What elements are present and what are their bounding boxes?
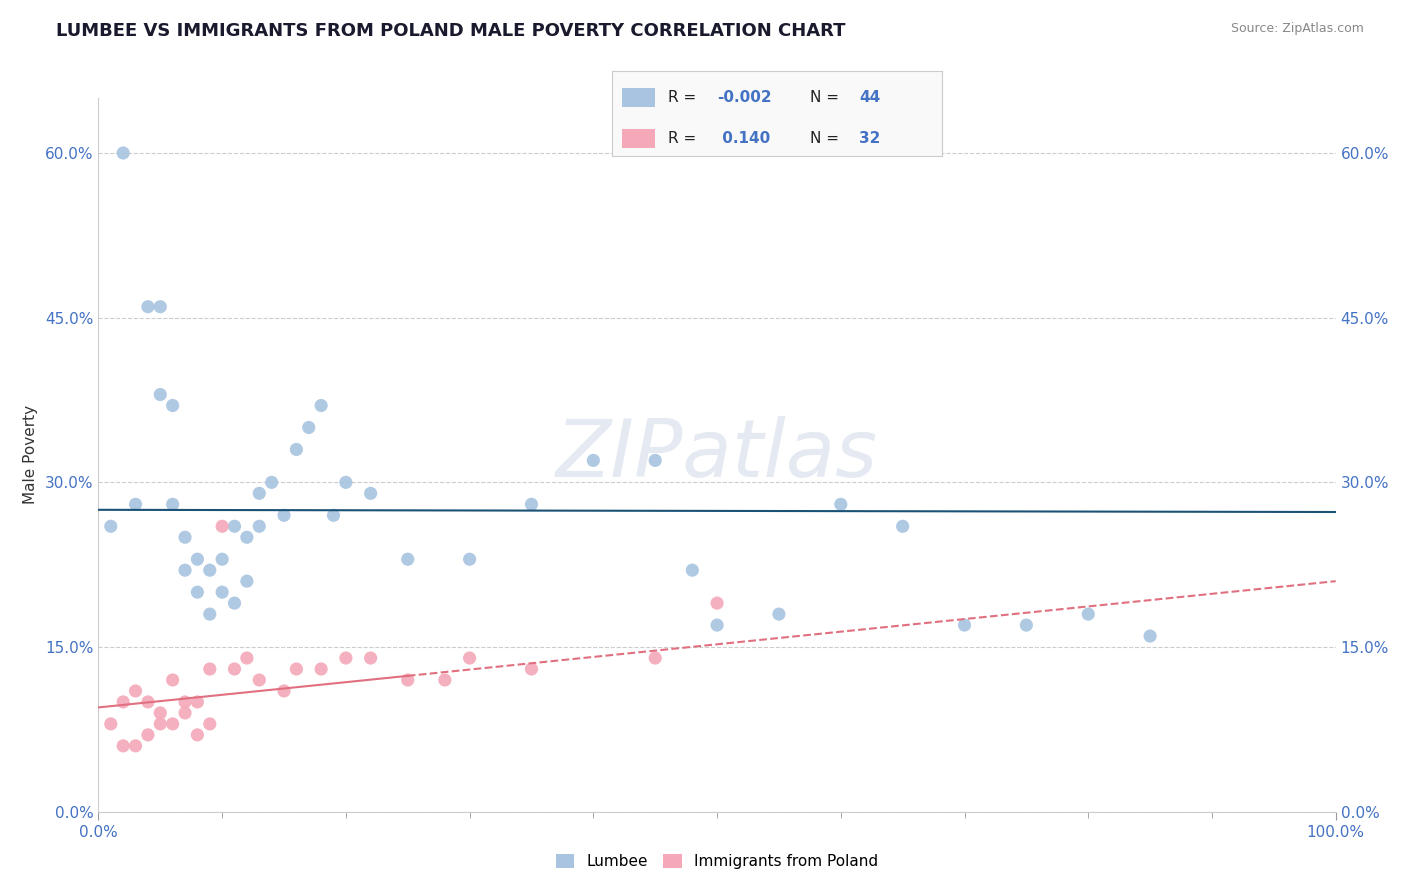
Point bbox=[112, 739, 135, 753]
Point bbox=[458, 651, 481, 665]
Point bbox=[1139, 629, 1161, 643]
Point bbox=[247, 486, 270, 500]
Point bbox=[360, 651, 382, 665]
Point bbox=[260, 475, 283, 490]
Point bbox=[335, 475, 357, 490]
Point bbox=[360, 486, 382, 500]
Point bbox=[285, 442, 308, 457]
Point bbox=[224, 662, 246, 676]
Text: -0.002: -0.002 bbox=[717, 90, 772, 105]
Point bbox=[298, 420, 321, 434]
Point bbox=[186, 728, 208, 742]
Point bbox=[198, 717, 221, 731]
Point bbox=[706, 618, 728, 632]
Point bbox=[174, 563, 197, 577]
Point bbox=[953, 618, 976, 632]
Point bbox=[309, 662, 332, 676]
Point bbox=[768, 607, 790, 621]
Point bbox=[124, 739, 146, 753]
Point bbox=[1077, 607, 1099, 621]
Point bbox=[520, 662, 543, 676]
Point bbox=[112, 146, 135, 161]
Point bbox=[149, 387, 172, 401]
Point bbox=[644, 651, 666, 665]
Point bbox=[335, 651, 357, 665]
Text: ZIPatlas: ZIPatlas bbox=[555, 416, 879, 494]
Point bbox=[273, 508, 295, 523]
Point bbox=[247, 673, 270, 687]
Text: 44: 44 bbox=[859, 90, 880, 105]
Text: 32: 32 bbox=[859, 131, 880, 145]
Point bbox=[706, 596, 728, 610]
Point bbox=[149, 300, 172, 314]
Point bbox=[458, 552, 481, 566]
Point bbox=[520, 497, 543, 511]
Text: 0.140: 0.140 bbox=[717, 131, 770, 145]
Point bbox=[224, 596, 246, 610]
Point bbox=[322, 508, 344, 523]
Point bbox=[285, 662, 308, 676]
Point bbox=[198, 563, 221, 577]
Point bbox=[174, 695, 197, 709]
Point bbox=[236, 574, 259, 589]
Text: N =: N = bbox=[810, 90, 844, 105]
Point bbox=[136, 728, 159, 742]
Point bbox=[681, 563, 703, 577]
Point bbox=[149, 706, 172, 720]
Point bbox=[224, 519, 246, 533]
Point bbox=[162, 497, 184, 511]
Point bbox=[136, 695, 159, 709]
Point bbox=[396, 673, 419, 687]
Point bbox=[644, 453, 666, 467]
Point bbox=[162, 673, 184, 687]
Point bbox=[124, 684, 146, 698]
Bar bbox=[621, 88, 655, 107]
Point bbox=[891, 519, 914, 533]
Bar bbox=[621, 129, 655, 147]
Point bbox=[186, 585, 208, 599]
Point bbox=[236, 530, 259, 544]
Y-axis label: Male Poverty: Male Poverty bbox=[22, 405, 38, 505]
Point bbox=[1015, 618, 1038, 632]
Point bbox=[830, 497, 852, 511]
Text: LUMBEE VS IMMIGRANTS FROM POLAND MALE POVERTY CORRELATION CHART: LUMBEE VS IMMIGRANTS FROM POLAND MALE PO… bbox=[56, 22, 846, 40]
Legend: Lumbee, Immigrants from Poland: Lumbee, Immigrants from Poland bbox=[550, 848, 884, 875]
Point bbox=[236, 651, 259, 665]
Point bbox=[149, 717, 172, 731]
Point bbox=[174, 706, 197, 720]
Point bbox=[211, 552, 233, 566]
Point bbox=[186, 695, 208, 709]
Point bbox=[162, 399, 184, 413]
Point bbox=[198, 662, 221, 676]
Text: R =: R = bbox=[668, 90, 702, 105]
Point bbox=[136, 300, 159, 314]
Point bbox=[211, 585, 233, 599]
Point bbox=[100, 717, 122, 731]
Point bbox=[174, 530, 197, 544]
Text: Source: ZipAtlas.com: Source: ZipAtlas.com bbox=[1230, 22, 1364, 36]
Point bbox=[273, 684, 295, 698]
Point bbox=[433, 673, 456, 687]
Point bbox=[309, 399, 332, 413]
Point bbox=[186, 552, 208, 566]
Point bbox=[582, 453, 605, 467]
Text: N =: N = bbox=[810, 131, 844, 145]
Point bbox=[198, 607, 221, 621]
Point bbox=[247, 519, 270, 533]
Text: R =: R = bbox=[668, 131, 702, 145]
Point bbox=[162, 717, 184, 731]
Point bbox=[100, 519, 122, 533]
Point bbox=[112, 695, 135, 709]
Point bbox=[211, 519, 233, 533]
Point bbox=[124, 497, 146, 511]
Point bbox=[396, 552, 419, 566]
